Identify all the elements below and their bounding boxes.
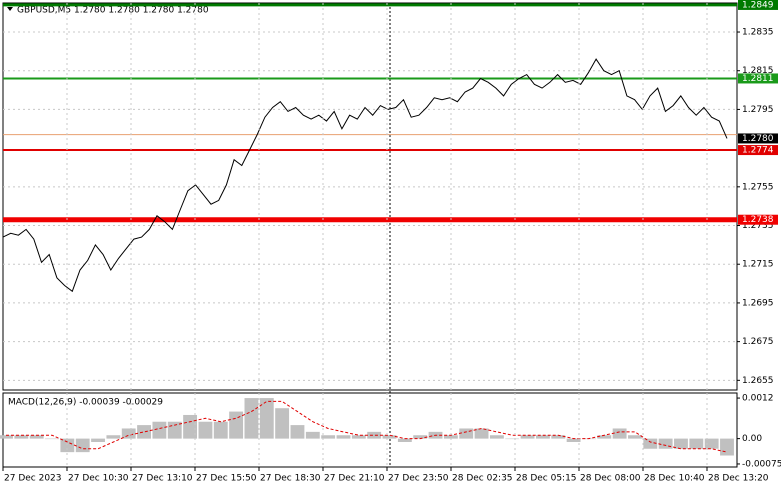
y-tick-label: 0.00	[742, 434, 762, 444]
macd-bar	[551, 435, 566, 439]
macd-bar	[321, 435, 336, 439]
macd-bar	[689, 438, 704, 449]
macd-bar	[91, 438, 105, 442]
macd-bar	[658, 438, 673, 449]
macd-bar	[612, 428, 627, 439]
macd-bar	[305, 431, 320, 439]
level-badge	[738, 73, 778, 84]
macd-bar	[367, 431, 382, 439]
macd-bar	[75, 438, 90, 453]
macd-bar	[137, 425, 151, 439]
macd-bar	[597, 435, 612, 439]
x-tick-label: 27 Dec 23:50	[388, 474, 449, 484]
level-label: 1.2774	[742, 146, 774, 156]
macd-bar	[45, 438, 59, 440]
macd-bar	[628, 435, 642, 439]
x-tick-label: 28 Dec 05:15	[516, 474, 577, 484]
macd-bar	[106, 435, 121, 439]
y-tick-label: 1.2695	[742, 298, 774, 308]
macd-bar	[0, 435, 13, 439]
macd-bar	[704, 438, 719, 449]
y-tick-label: -0.00075	[742, 459, 781, 469]
macd-bar	[29, 435, 44, 439]
x-tick-label: 28 Dec 10:40	[644, 474, 705, 484]
macd-bar	[290, 425, 305, 439]
macd-bar	[643, 438, 658, 449]
macd-bar	[505, 438, 520, 440]
level-badge	[738, 0, 778, 10]
macd-bar	[489, 435, 504, 439]
level-label: 1.2811	[742, 74, 774, 84]
macd-bar	[198, 421, 213, 439]
x-tick-label: 27 Dec 2023	[4, 474, 62, 484]
macd-bar	[213, 421, 228, 439]
y-tick-label: 1.2755	[742, 182, 774, 192]
macd-bar	[720, 438, 734, 456]
y-tick-label: 1.2795	[742, 105, 774, 115]
macd-bar	[259, 398, 274, 439]
level-badge	[738, 145, 778, 156]
macd-bar	[152, 421, 167, 439]
macd-bar	[351, 435, 366, 439]
macd-bar	[397, 438, 412, 442]
y-tick-label: 0.0012	[742, 394, 774, 404]
macd-bar	[674, 438, 688, 449]
macd-bar	[229, 411, 244, 439]
x-tick-label: 27 Dec 21:10	[324, 474, 385, 484]
macd-bar	[183, 414, 198, 439]
price-panel	[2, 2, 738, 391]
y-tick-label: 1.2835	[742, 28, 774, 38]
x-tick-label: 28 Dec 13:20	[708, 474, 769, 484]
level-badge	[738, 214, 778, 225]
x-tick-label: 27 Dec 15:50	[196, 474, 257, 484]
x-tick-label: 28 Dec 02:35	[452, 474, 513, 484]
macd-bar	[566, 438, 581, 442]
menu-arrow	[7, 7, 13, 11]
macd-bar	[14, 435, 29, 439]
macd-bar	[413, 435, 428, 439]
macd-bar	[520, 435, 535, 439]
macd-bar	[474, 428, 489, 439]
macd-bar	[275, 408, 290, 439]
y-tick-label: 1.2815	[742, 66, 774, 76]
level-label: 1.2738	[742, 215, 774, 225]
macd-bar	[244, 398, 259, 439]
macd-bar	[443, 435, 458, 439]
macd-bar	[459, 428, 474, 439]
y-tick-label: 1.2735	[742, 221, 774, 231]
level-label: 1.2849	[742, 0, 774, 10]
macd-bar	[336, 435, 351, 439]
y-tick-label: 1.2655	[742, 376, 774, 386]
x-tick-label: 27 Dec 13:10	[132, 474, 193, 484]
price-badge	[738, 133, 778, 144]
macd-bar	[121, 428, 136, 439]
x-tick-label: 28 Dec 08:00	[580, 474, 641, 484]
x-tick-label: 27 Dec 18:30	[260, 474, 321, 484]
signal-line	[6, 400, 728, 453]
macd-title: MACD(12,26,9) -0.00039 -0.00029	[8, 398, 163, 408]
chart-title: GBPUSD,M5 1.2780 1.2780 1.2780 1.2780	[17, 6, 209, 16]
current-price-label: 1.2780	[742, 134, 774, 144]
macd-bar	[382, 435, 397, 439]
macd-bar	[60, 438, 75, 453]
macd-bar	[535, 435, 550, 439]
price-line	[2, 58, 728, 293]
x-tick-label: 27 Dec 10:30	[68, 474, 129, 484]
y-tick-label: 1.2715	[742, 260, 774, 270]
y-tick-label: 1.2675	[742, 337, 774, 347]
